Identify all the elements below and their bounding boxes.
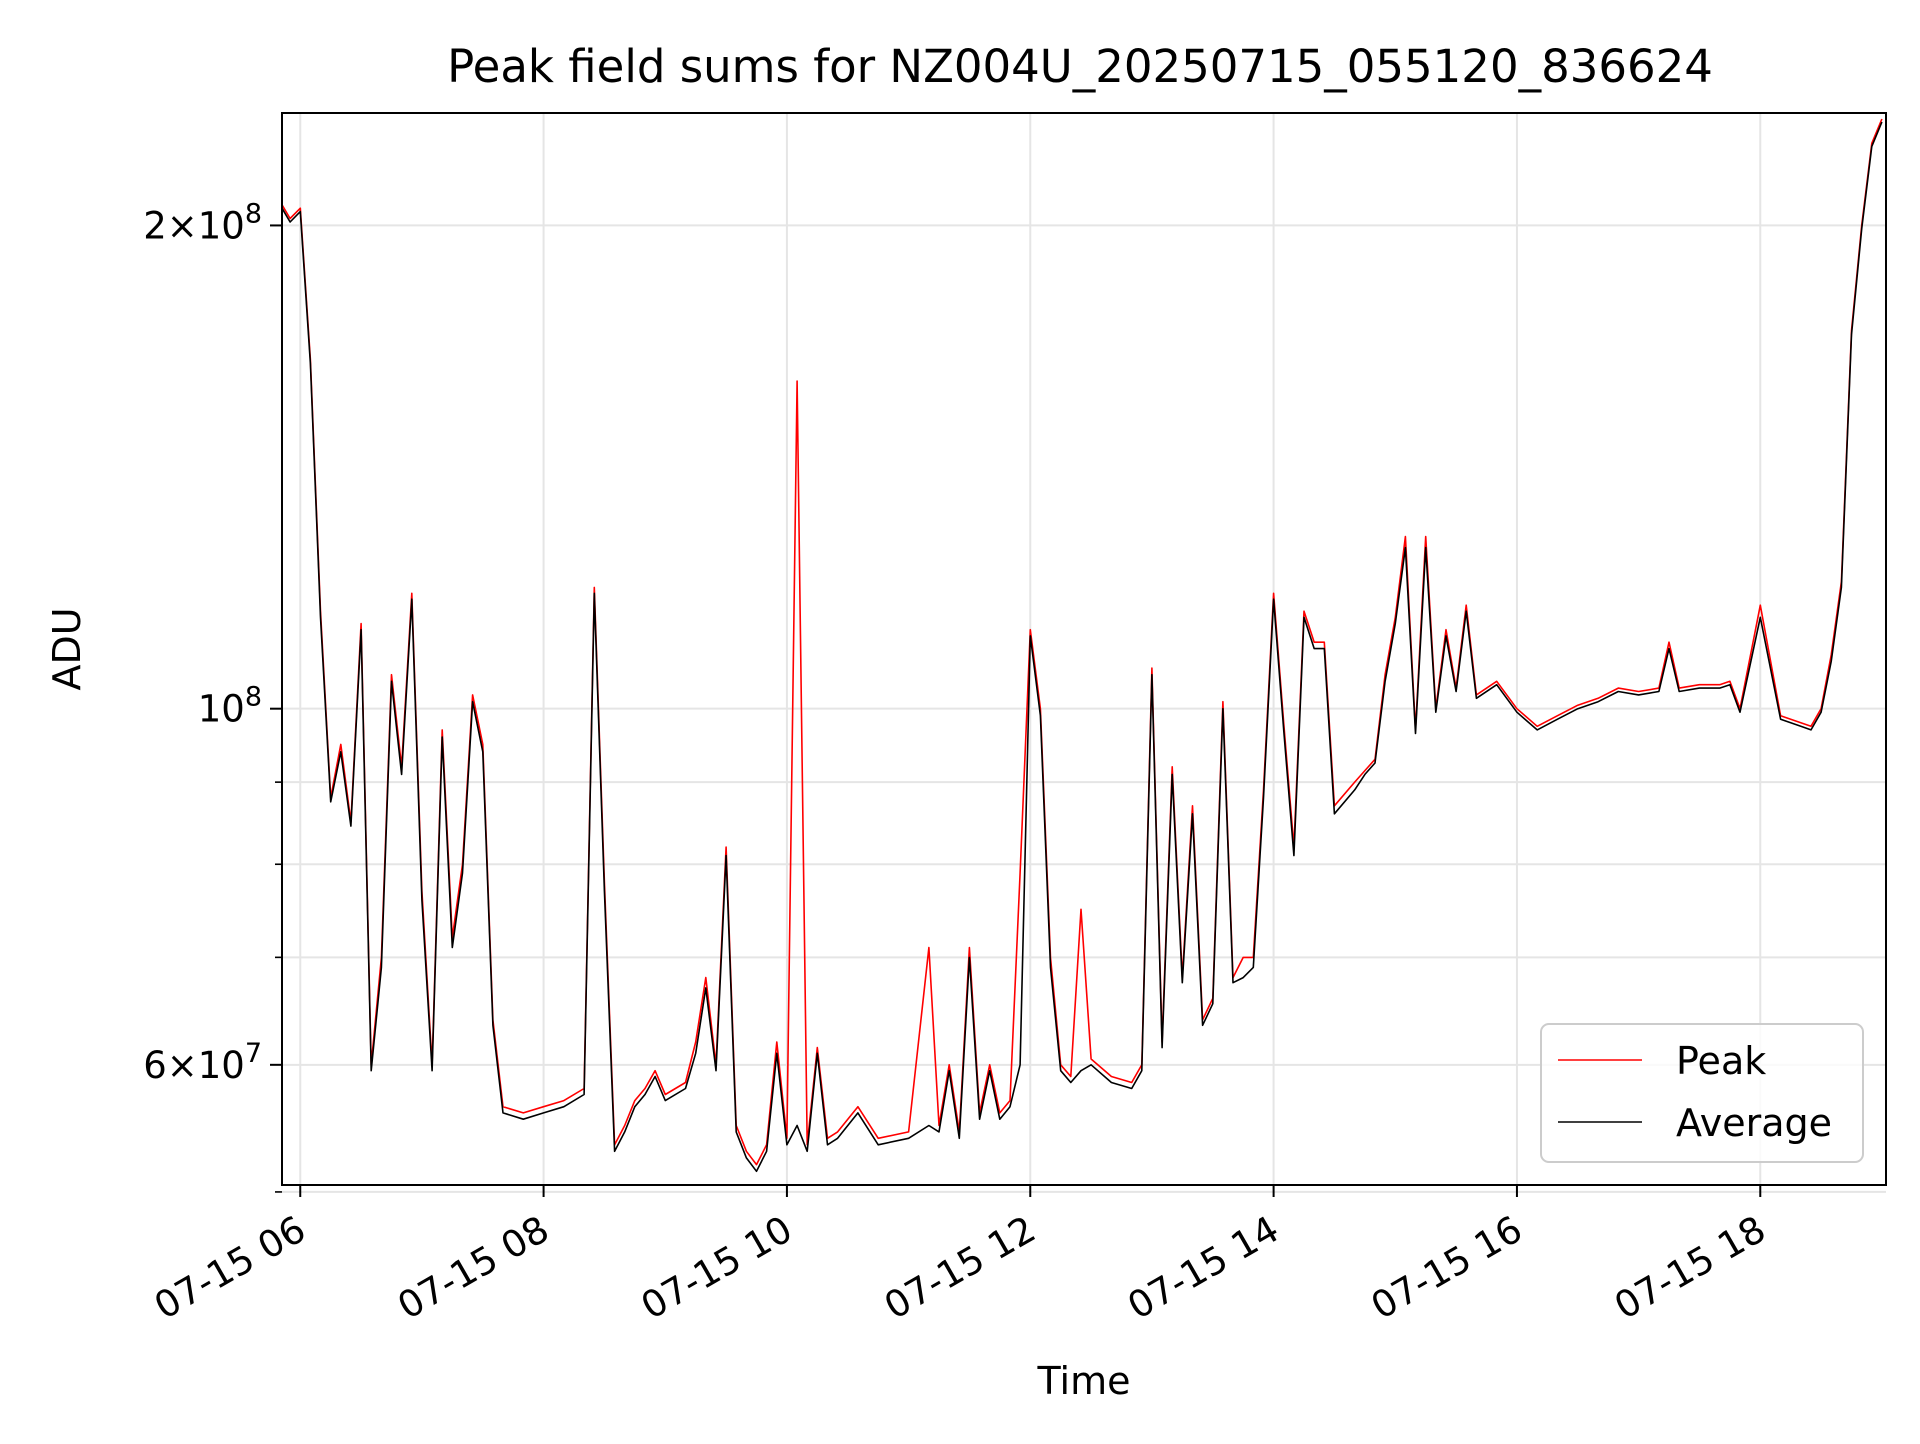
x-axis-label: Time [1037, 1359, 1131, 1403]
legend-label-average: Average [1676, 1101, 1832, 1145]
series-line-average [281, 121, 1883, 1173]
plot-lines [281, 118, 1883, 1173]
y-tick-exponent: 8 [245, 682, 262, 713]
y-tick-label: 2×108 [143, 198, 262, 247]
y-tick-label: 108 [198, 682, 262, 731]
y-axis-ticks: 6×107 108 2×108 [143, 198, 282, 1193]
plot-frame [281, 112, 1887, 1186]
y-tick-exponent: 8 [245, 198, 262, 229]
legend: Peak Average [1540, 1023, 1864, 1163]
y-tick-exponent: 7 [245, 1038, 262, 1069]
chart-title: Peak field sums for NZ004U_20250715_0551… [447, 40, 1713, 93]
legend-label-peak: Peak [1676, 1039, 1766, 1083]
legend-box [1540, 1023, 1864, 1163]
grid-lines [282, 113, 1886, 1193]
y-axis-label: ADU [45, 607, 89, 690]
y-tick-label: 6×107 [143, 1038, 262, 1087]
